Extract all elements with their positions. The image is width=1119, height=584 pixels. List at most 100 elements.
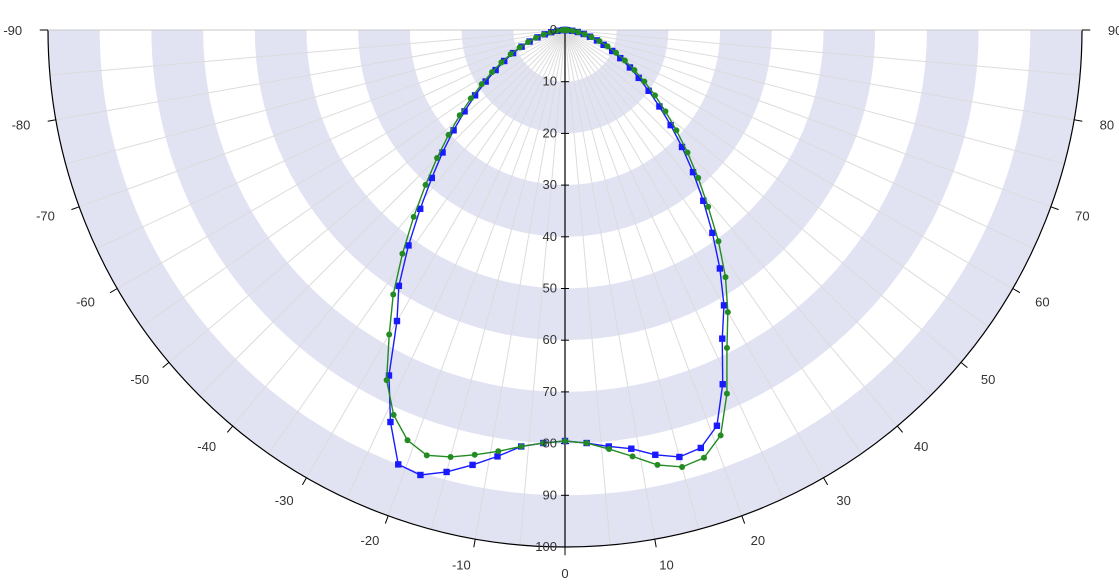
- angle-spoke: [564, 29, 743, 516]
- series-1-point: [471, 92, 479, 99]
- angle-tick-label: -20: [361, 533, 380, 548]
- angle-spoke: [65, 29, 566, 165]
- series-2-point: [583, 440, 590, 447]
- series-1-point: [393, 317, 401, 325]
- series-2-point: [489, 69, 496, 76]
- series-1-point: [469, 461, 476, 469]
- series-2-point: [434, 154, 441, 161]
- angle-spoke: [564, 29, 700, 530]
- series-1-point: [461, 108, 468, 115]
- series-1-point: [709, 229, 716, 237]
- series-2-point: [629, 453, 636, 460]
- series-1-point: [609, 47, 616, 55]
- angle-spoke: [564, 29, 1051, 208]
- series-1-point: [628, 445, 635, 452]
- series-1-point: [713, 422, 721, 429]
- angle-spoke: [564, 29, 656, 540]
- series-2-point: [569, 27, 576, 34]
- series-2-point: [547, 29, 554, 36]
- angle-spoke: [168, 29, 566, 363]
- series-2-point: [533, 34, 540, 41]
- series-2-point: [390, 291, 397, 298]
- angle-spokes: [48, 29, 1082, 546]
- series-1-point: [405, 242, 412, 249]
- series-2-point: [525, 38, 532, 45]
- series-2-point: [540, 31, 547, 38]
- series-2-point: [553, 27, 560, 34]
- angle-tick-label: 90: [1108, 23, 1119, 38]
- radial-tick-label: 70: [543, 384, 557, 399]
- series-1-point: [395, 461, 402, 468]
- series-1-point: [719, 381, 726, 388]
- angle-tick-label: 50: [981, 372, 995, 387]
- radial-tick-label: 10: [543, 74, 557, 89]
- angle-tick-label: 60: [1035, 294, 1049, 309]
- series-1-point: [678, 143, 686, 151]
- radial-bands: [48, 30, 1082, 547]
- angle-spoke: [141, 29, 566, 327]
- series-1-point: [494, 453, 501, 460]
- angle-spoke: [564, 29, 1065, 165]
- series-1-point: [626, 64, 634, 71]
- angle-tick-label: -90: [3, 23, 22, 38]
- series-2-point: [495, 448, 502, 455]
- series-2-point: [423, 452, 430, 459]
- series-2-point: [717, 432, 724, 439]
- angle-tick-label: 10: [659, 558, 673, 573]
- series-1-point: [395, 282, 403, 290]
- series-2-point: [695, 174, 702, 181]
- radial-tick-label: 100: [535, 539, 557, 554]
- series-1-point: [697, 444, 704, 452]
- angle-tick-label: -40: [197, 439, 216, 454]
- angle-tick-label: -70: [36, 209, 55, 224]
- angle-tick-label: -10: [452, 558, 471, 573]
- angle-spoke: [346, 29, 566, 499]
- data-series: [383, 26, 731, 479]
- angle-tick-label: 70: [1075, 209, 1089, 224]
- series-1-point: [450, 127, 457, 134]
- series-2-point: [383, 377, 390, 384]
- angle-tick-mark: [384, 515, 389, 524]
- series-2-point: [723, 390, 730, 397]
- radial-tick-label: 90: [543, 487, 557, 502]
- series-1-point: [387, 418, 394, 426]
- angle-tick-mark: [1050, 206, 1059, 211]
- angle-spoke: [564, 29, 1075, 121]
- radial-tick-label: 30: [543, 177, 557, 192]
- series-1-point: [719, 335, 726, 342]
- series-1-point: [645, 87, 652, 94]
- angle-spoke: [55, 29, 566, 121]
- angle-tick-mark: [226, 425, 234, 433]
- angle-spoke: [49, 29, 566, 76]
- series-2-point: [679, 463, 686, 470]
- series-1-point: [428, 174, 436, 182]
- radial-tick-label: 80: [543, 436, 557, 451]
- angle-spoke: [564, 29, 824, 478]
- series-1-point: [500, 57, 508, 65]
- angle-tick-label: -80: [12, 117, 31, 132]
- angle-tick-mark: [473, 539, 476, 548]
- angle-tick-mark: [1012, 288, 1021, 294]
- series-2-point: [540, 440, 547, 447]
- series-1-point: [720, 302, 728, 309]
- series-1-point: [443, 468, 450, 476]
- radial-band: [358, 30, 772, 237]
- angle-tick-mark: [71, 206, 80, 211]
- series-2-point: [562, 27, 568, 33]
- angle-tick-label: -60: [76, 294, 95, 309]
- series-2-point: [715, 238, 722, 245]
- radial-tick-label: 0: [550, 22, 557, 37]
- series-2-point: [386, 331, 393, 338]
- series-2-point: [724, 309, 731, 316]
- series-2-point: [606, 446, 613, 453]
- angle-spoke: [199, 29, 566, 396]
- angle-spoke: [519, 29, 566, 546]
- series-2-point: [684, 149, 691, 156]
- tick-labels: 0102030405060708090100-90-80-70-60-50-40…: [3, 22, 1119, 581]
- series-2-point: [662, 108, 669, 115]
- radial-band: [151, 30, 979, 444]
- angle-spoke: [564, 29, 862, 454]
- series-1-point: [635, 74, 642, 82]
